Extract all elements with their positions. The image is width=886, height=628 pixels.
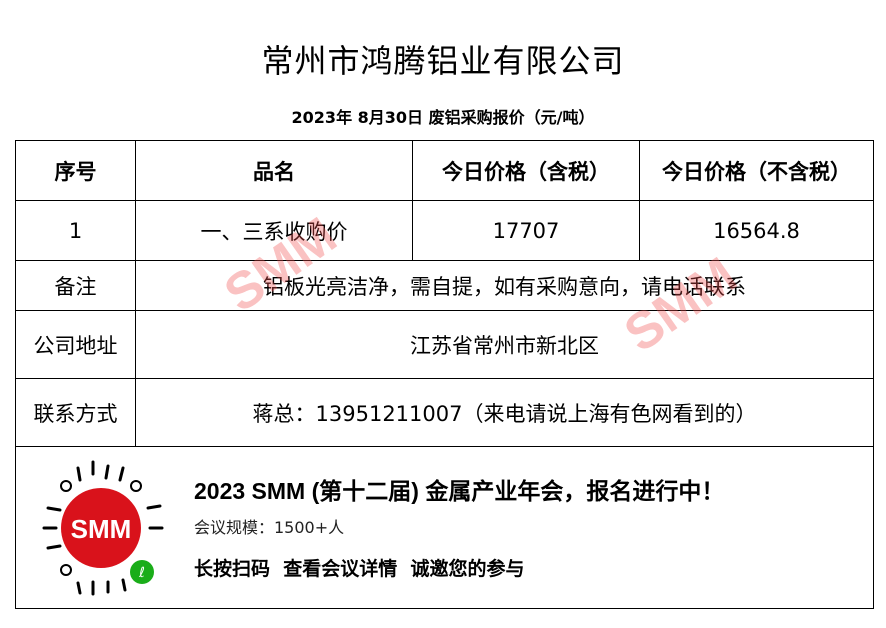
remark-text: 铝板光亮洁净，需自提，如有采购意向，请电话联系 xyxy=(135,260,874,311)
header-row: 序号 品名 今日价格（含税） 今日价格（不含税） xyxy=(15,140,874,201)
contact-row: 联系方式 蒋总：13951211007（来电请说上海有色网看到的） xyxy=(15,378,874,447)
qr-code-icon[interactable]: SMM ℓ xyxy=(38,458,168,598)
address-text: 江苏省常州市新北区 xyxy=(135,310,874,379)
contact-label: 联系方式 xyxy=(15,378,136,447)
conference-banner: SMM ℓ 2023 SMM (第十二届) 金属产业年会，报名进行中！ 会议规模… xyxy=(15,446,874,609)
price-table: 序号 品名 今日价格（含税） 今日价格（不含税） 1 一、三系收购价 17707… xyxy=(15,140,874,447)
header-price-tax: 今日价格（含税） xyxy=(412,140,640,201)
price-subtitle: 2023年 8月30日 废铝采购报价（元/吨） xyxy=(291,108,595,127)
svg-text:ℓ: ℓ xyxy=(138,565,145,581)
address-label: 公司地址 xyxy=(15,310,136,379)
header-name: 品名 xyxy=(135,140,413,201)
smm-logo: SMM xyxy=(71,514,132,544)
banner-cta: 长按扫码 查看会议详情 诚邀您的参与 xyxy=(194,558,525,580)
contact-text: 蒋总：13951211007（来电请说上海有色网看到的） xyxy=(135,378,874,447)
remark-label: 备注 xyxy=(15,260,136,311)
address-row: 公司地址 江苏省常州市新北区 xyxy=(15,310,874,379)
header-no: 序号 xyxy=(15,140,136,201)
banner-scale: 会议规模：1500+人 xyxy=(194,518,345,537)
row-name: 一、三系收购价 xyxy=(135,200,413,261)
row-price-tax: 17707 xyxy=(412,200,640,261)
row-price-notax: 16564.8 xyxy=(639,200,874,261)
table-row: 1 一、三系收购价 17707 16564.8 xyxy=(15,200,874,261)
company-title: 常州市鸿腾铝业有限公司 xyxy=(261,42,625,80)
remark-row: 备注 铝板光亮洁净，需自提，如有采购意向，请电话联系 xyxy=(15,260,874,311)
row-no: 1 xyxy=(15,200,136,261)
header-price-notax: 今日价格（不含税） xyxy=(639,140,874,201)
banner-headline: 2023 SMM (第十二届) 金属产业年会，报名进行中！ xyxy=(194,478,725,504)
